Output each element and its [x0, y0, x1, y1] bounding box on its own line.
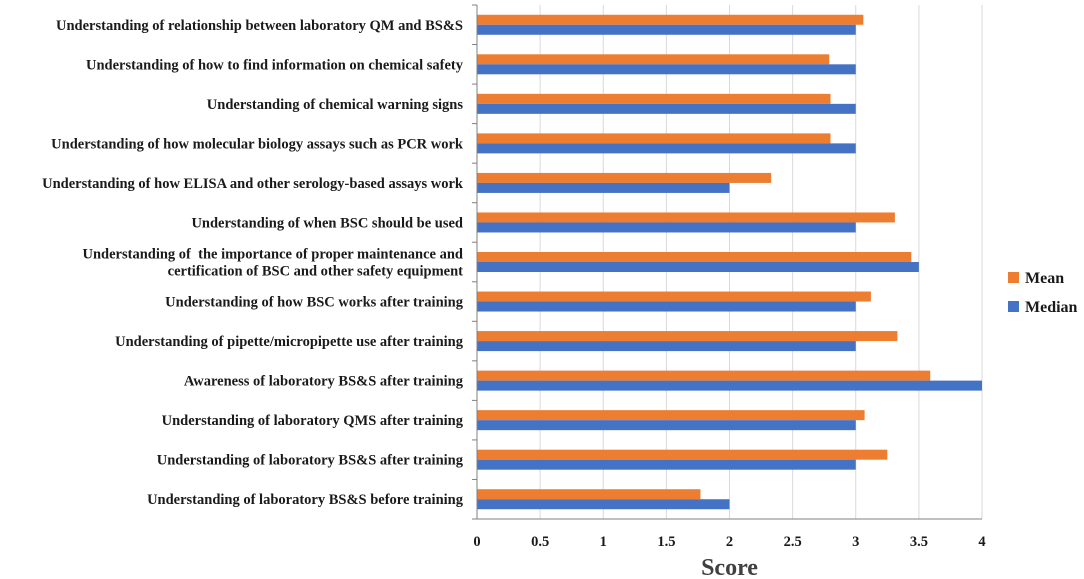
x-axis-title: Score	[701, 555, 758, 579]
x-tick-labels: 0 0.5 1 1.5 2 2.5 3 3.5 4	[473, 534, 985, 550]
x-tick-label: 1.5	[657, 534, 675, 550]
category-label: Understanding of chemical warning signs	[207, 97, 464, 113]
x-tick-label: 0	[473, 534, 480, 550]
bar-median	[477, 301, 856, 312]
bar-median	[477, 420, 856, 431]
bar-median	[477, 499, 730, 510]
bar-median	[477, 143, 856, 154]
bar-median	[477, 459, 856, 470]
bar-median	[477, 182, 730, 193]
bar-mean	[477, 252, 912, 262]
bar-mean	[477, 54, 830, 65]
bar-mean	[477, 291, 871, 302]
category-label: Understanding of relationship between la…	[56, 18, 463, 34]
category-label: Understanding of when BSC should be used	[191, 215, 463, 231]
axes	[472, 4, 982, 520]
bar-mean	[477, 489, 701, 500]
x-tick-label: 3	[852, 534, 859, 550]
bar-median	[477, 262, 919, 272]
bar-mean	[477, 410, 865, 421]
bar-median	[477, 64, 856, 75]
bar-mean	[477, 331, 898, 342]
bar-mean	[477, 93, 831, 104]
bar-median	[477, 222, 856, 233]
category-label: Understanding of how BSC works after tra…	[165, 295, 464, 311]
legend-swatch-median	[1008, 301, 1019, 312]
bar-mean	[477, 212, 895, 223]
x-tick-label: 1	[600, 534, 607, 550]
category-label: certification of BSC and other safety eq…	[168, 264, 464, 280]
category-label: Understanding of the importance of prope…	[83, 247, 464, 263]
bar-median	[477, 24, 856, 35]
x-tick-label: 4	[978, 534, 985, 550]
category-label: Understanding of laboratory BS&S after t…	[157, 453, 464, 469]
bar-median	[477, 380, 982, 391]
bar-median	[477, 103, 856, 114]
category-label: Understanding of how molecular biology a…	[51, 136, 464, 152]
bar-mean	[477, 370, 931, 381]
category-label: Understanding of how ELISA and other ser…	[42, 176, 464, 192]
category-label: Understanding of laboratory BS&S before …	[147, 492, 464, 508]
legend-swatch-mean	[1008, 272, 1019, 283]
category-labels: Understanding of relationship between la…	[42, 18, 464, 508]
bar-mean	[477, 133, 831, 144]
bar-mean	[477, 449, 888, 460]
category-label: Awareness of laboratory BS&S after train…	[184, 374, 464, 390]
legend-label-median: Median	[1025, 299, 1078, 316]
x-tick-label: 2	[726, 534, 733, 550]
category-label: Understanding of pipette/micropipette us…	[115, 334, 464, 350]
x-tick-label: 3.5	[910, 534, 928, 550]
category-label: Understanding of laboratory QMS after tr…	[162, 413, 464, 429]
x-tick-label: 0.5	[531, 534, 549, 550]
bars	[477, 14, 982, 510]
category-label: Understanding of how to find information…	[86, 57, 464, 73]
x-tick-label: 2.5	[784, 534, 802, 550]
bar-mean	[477, 14, 864, 25]
bar-mean	[477, 172, 772, 183]
bar-median	[477, 341, 856, 352]
legend-label-mean: Mean	[1025, 270, 1064, 287]
legend: Mean Median	[1008, 270, 1078, 316]
